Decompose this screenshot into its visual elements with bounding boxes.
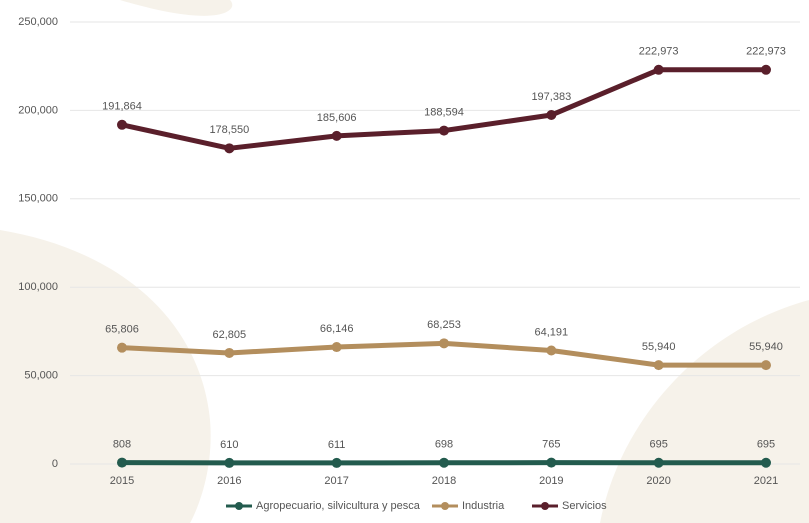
y-tick-label: 250,000 [18, 16, 58, 28]
data-label: 808 [113, 438, 131, 450]
data-point [546, 345, 557, 356]
legend-label: Agropecuario, silvicultura y pesca [256, 500, 420, 512]
data-label: 64,191 [535, 326, 569, 338]
x-tick-label: 2019 [539, 475, 563, 487]
data-point [117, 342, 127, 353]
data-point [331, 342, 342, 353]
data-point [439, 338, 449, 349]
data-point [117, 119, 127, 130]
data-point [653, 360, 664, 371]
data-label: 197,383 [531, 91, 571, 103]
data-label: 698 [435, 439, 453, 451]
data-label: 695 [757, 439, 775, 451]
data-point [224, 347, 235, 358]
data-point [439, 125, 449, 136]
data-label: 188,594 [424, 106, 464, 118]
data-label: 62,805 [213, 329, 247, 341]
data-label: 695 [649, 439, 667, 451]
x-tick-label: 2018 [432, 475, 456, 487]
data-point [439, 457, 449, 468]
y-tick-label: 100,000 [18, 281, 58, 293]
data-point [761, 64, 771, 75]
data-point [761, 457, 771, 468]
x-tick-label: 2017 [324, 475, 348, 487]
data-label: 65,806 [105, 324, 139, 336]
data-label: 68,253 [427, 319, 461, 331]
data-label: 765 [542, 439, 560, 451]
y-tick-label: 150,000 [18, 193, 58, 205]
data-point [761, 360, 771, 371]
data-point [653, 64, 664, 75]
data-point [546, 457, 557, 468]
legend-swatch [235, 502, 243, 510]
data-label: 191,864 [102, 101, 142, 113]
data-label: 611 [328, 439, 346, 451]
data-point [224, 143, 235, 154]
data-label: 55,940 [749, 341, 783, 353]
data-point [331, 457, 342, 468]
data-point [117, 457, 127, 468]
legend-swatch [441, 502, 449, 510]
legend-swatch [541, 502, 549, 510]
y-tick-label: 0 [52, 458, 58, 470]
data-label: 610 [220, 439, 238, 451]
data-label: 222,973 [746, 46, 786, 58]
x-tick-label: 2016 [217, 475, 241, 487]
x-tick-label: 2015 [110, 475, 134, 487]
data-label: 178,550 [209, 124, 249, 136]
x-tick-label: 2020 [646, 475, 670, 487]
legend-label: Industria [462, 500, 505, 512]
y-tick-label: 200,000 [18, 104, 58, 116]
data-point [653, 457, 664, 468]
data-label: 66,146 [320, 323, 354, 335]
y-tick-label: 50,000 [24, 370, 58, 382]
data-point [331, 130, 342, 141]
data-label: 185,606 [317, 112, 357, 124]
data-point [546, 110, 557, 121]
legend-label: Servicios [562, 500, 607, 512]
data-label: 55,940 [642, 341, 676, 353]
x-tick-label: 2021 [754, 475, 778, 487]
data-label: 222,973 [639, 46, 679, 58]
data-point [224, 457, 235, 468]
